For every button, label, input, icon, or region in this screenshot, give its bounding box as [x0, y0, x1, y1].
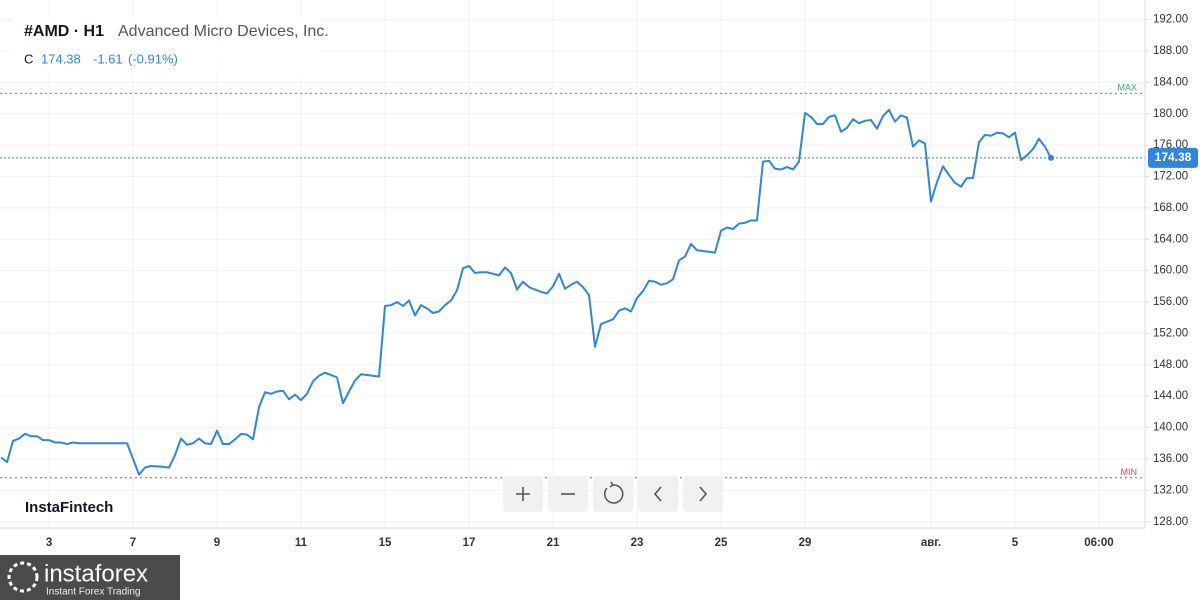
y-tick-label: 152.00: [1153, 327, 1188, 339]
x-tick-label: 25: [715, 537, 728, 549]
x-tick-label: 11: [295, 537, 308, 549]
x-tick-label: 17: [463, 537, 476, 549]
grid: [0, 0, 1145, 528]
logo-box: [0, 555, 180, 600]
symbol: #AMD · H1: [24, 23, 104, 40]
y-tick-label: 184.00: [1153, 76, 1188, 88]
x-tick-label: 21: [547, 537, 560, 549]
x-tick-label: 5: [1012, 537, 1019, 549]
x-tick-label: 9: [214, 537, 220, 549]
logo-name: instaforex: [44, 560, 148, 587]
y-tick-label: 128.00: [1153, 516, 1188, 528]
x-tick-label: 29: [799, 537, 812, 549]
company: Advanced Micro Devices, Inc.: [118, 23, 329, 40]
scroll-left-button[interactable]: [638, 476, 678, 512]
y-tick-label: 136.00: [1153, 453, 1188, 465]
plus-icon: [516, 487, 530, 501]
y-tick-label: 192.00: [1153, 14, 1188, 26]
x-tick-label: 7: [130, 537, 136, 549]
y-tick-label: 164.00: [1153, 233, 1188, 245]
x-tick-label: 06:00: [1084, 537, 1113, 549]
x-tick-label: 23: [631, 537, 644, 549]
price-badge: [1148, 147, 1198, 168]
toolbar: [503, 476, 723, 512]
close-label: C: [24, 51, 33, 66]
x-tick-label: авг.: [921, 537, 941, 549]
y-tick-label: 148.00: [1153, 359, 1188, 371]
min-line-label: MIN: [1121, 467, 1138, 477]
reset-button[interactable]: [593, 476, 633, 512]
close-value: 174.38: [41, 51, 81, 66]
y-tick-label: 156.00: [1153, 296, 1188, 308]
logo-icon: [7, 561, 39, 593]
y-tick-label: 172.00: [1153, 171, 1188, 183]
logo-tagline: Instant Forex Trading: [46, 587, 141, 598]
reset-icon: [604, 481, 624, 504]
axes: 128.00 132.00 136.00 140.00 144.00 148.00 152.…: [46, 14, 1198, 549]
logo: instaforex Instant Forex Trading: [0, 555, 180, 600]
watermark: InstaFintech: [25, 499, 113, 516]
change-pct: (-0.91%): [128, 51, 178, 66]
y-tick-label: 132.00: [1153, 484, 1188, 496]
y-tick-label: 160.00: [1153, 265, 1188, 277]
x-tick-label: 15: [379, 537, 392, 549]
right-icon: [699, 486, 708, 502]
change: -1.61: [93, 51, 123, 66]
legend-panel: [12, 18, 322, 76]
y-tick-label: 144.00: [1153, 390, 1188, 402]
marks: [0, 108, 1145, 476]
price-badge-label: 174.38: [1155, 150, 1192, 164]
y-tick-label: 168.00: [1153, 202, 1188, 214]
y-tick-label: 188.00: [1153, 45, 1188, 57]
left-icon: [653, 486, 662, 502]
max-line-label: MAX: [1117, 83, 1137, 93]
y-tick-label: 180.00: [1153, 108, 1188, 120]
last-point: [1047, 154, 1054, 161]
scroll-right-button[interactable]: [683, 476, 723, 512]
price-line: [0, 108, 1052, 476]
x-tick-label: 3: [46, 537, 52, 549]
y-tick-label: 140.00: [1153, 422, 1188, 434]
